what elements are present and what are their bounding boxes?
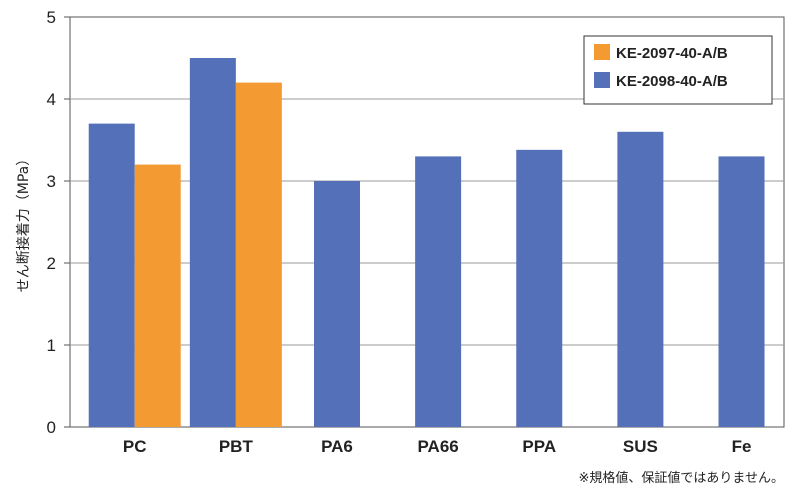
bar-ke-2098-sus (617, 131, 664, 428)
bar-ke-2097-pc (134, 164, 181, 427)
x-tick-labels: PC PBT PA6 PA66 PPA SUS Fe (123, 437, 752, 456)
x-tick-label-pbt: PBT (219, 437, 254, 456)
x-tick-label-pc: PC (123, 437, 147, 456)
bar-ke-2098-pa66 (415, 156, 462, 427)
x-tick-label-ppa: PPA (522, 437, 556, 456)
y-tick-label: 1 (47, 336, 56, 355)
y-tick-label: 3 (47, 172, 56, 191)
x-tick-label-pa6: PA6 (321, 437, 353, 456)
x-tick-label-sus: SUS (623, 437, 658, 456)
y-axis-label: せん断接着力（MPa） (15, 152, 32, 292)
x-tick-label-fe: Fe (732, 437, 752, 456)
bar-ke-2098-fe (718, 156, 765, 427)
y-tick-label: 4 (47, 90, 56, 109)
legend: KE-2097-40-A/B KE-2098-40-A/B (583, 35, 773, 105)
legend-label: KE-2098-40-A/B (616, 73, 728, 90)
bar-ke-2098-pa6 (313, 181, 360, 427)
y-tick-label: 2 (47, 254, 56, 273)
legend-box (583, 35, 773, 105)
bar-ke-2098-ppa (516, 149, 563, 427)
legend-swatch (594, 44, 610, 60)
footnote: ※規格値、保証値ではありません。 (578, 470, 784, 486)
bar-ke-2097-pbt (235, 82, 282, 427)
legend-swatch (594, 72, 610, 88)
y-tick-label: 0 (47, 418, 56, 437)
x-tick-label-pa66: PA66 (417, 437, 458, 456)
legend-label: KE-2097-40-A/B (616, 45, 728, 62)
bar-ke-2098-pc (88, 123, 135, 427)
y-tick-label: 5 (47, 8, 56, 27)
bars (88, 58, 765, 428)
y-tick-labels: 0 1 2 3 4 5 (47, 8, 70, 437)
bar-ke-2098-pbt (189, 58, 236, 427)
